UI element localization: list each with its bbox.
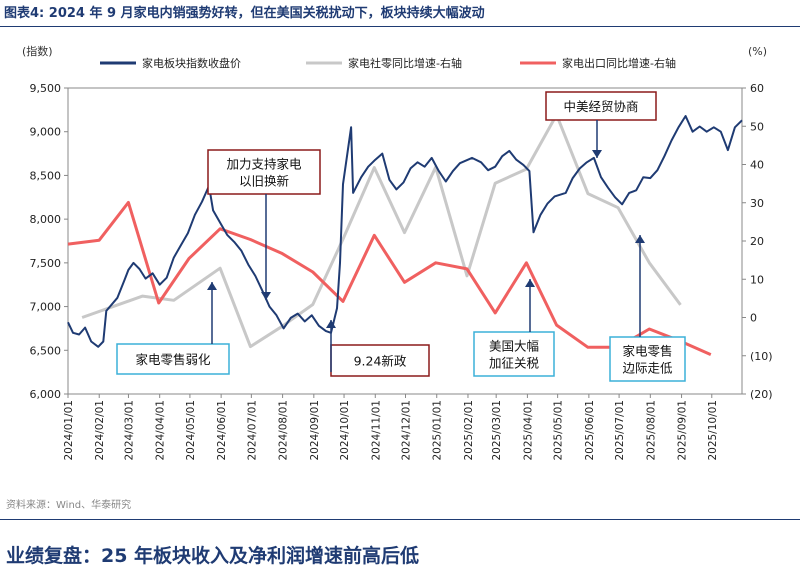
series-line xyxy=(81,113,682,349)
right-axis-tick-label: 50 xyxy=(750,120,764,133)
x-axis-tick-label: 2024/01/01 xyxy=(63,400,75,461)
left-axis-tick-label: 8,000 xyxy=(30,213,62,226)
left-axis-tick-label: 7,500 xyxy=(30,257,62,270)
annotation-retail-weak: 家电零售弱化 xyxy=(116,343,230,375)
right-axis-tick-label: 30 xyxy=(750,197,764,210)
annotation-text: 家电零售弱化 xyxy=(135,352,211,367)
annotation-box xyxy=(545,91,657,121)
x-axis-tick-label: 2025/03/01 xyxy=(491,400,503,461)
annotation-policy-924: 9.24新政 xyxy=(330,344,430,377)
annotation-text: 美国大幅 xyxy=(489,339,539,354)
annotation-box xyxy=(207,149,321,195)
x-axis-tick-label: 2024/06/01 xyxy=(216,400,228,461)
right-axis-tick-label: (20) xyxy=(750,388,773,401)
series-line xyxy=(67,200,712,356)
annotation-text: 9.24新政 xyxy=(354,354,407,369)
chart: (指数) (%) 家电板块指数收盘价 家电社零同比增速-右轴 家电出口同比增速-右轴… xyxy=(22,44,773,461)
arrow-head xyxy=(525,279,535,287)
left-axis-tick-label: 8,500 xyxy=(30,169,62,182)
annotation-box xyxy=(609,336,686,382)
x-axis-tick-label: 2024/11/01 xyxy=(370,400,382,461)
source-note: 资料来源：Wind、华泰研究 xyxy=(6,500,132,511)
right-axis-tick-label: 60 xyxy=(750,82,764,95)
annotation-box xyxy=(116,343,230,375)
x-axis-tick-label: 2024/12/01 xyxy=(401,400,413,461)
x-axis-tick-label: 2025/08/01 xyxy=(645,400,657,461)
left-axis-tick-label: 9,500 xyxy=(30,82,62,95)
x-axis-tick-label: 2025/09/01 xyxy=(677,400,689,461)
title-divider xyxy=(0,26,800,27)
annotation-text: 边际走低 xyxy=(622,361,673,376)
annotation-text: 加力支持家电 xyxy=(226,157,302,172)
legend-label: 家电出口同比增速-右轴 xyxy=(562,56,676,70)
x-axis-tick-label: 2024/08/01 xyxy=(278,400,290,461)
x-axis-tick-label: 2024/04/01 xyxy=(155,400,167,461)
annotation-text: 加征关税 xyxy=(489,356,540,371)
arrow-head xyxy=(592,150,602,158)
axes: 6,000 6,500 7,000 7,500 8,000 8,500 9,000 9,500… xyxy=(30,82,773,461)
x-axis-tick-label: 2025/10/01 xyxy=(707,400,719,461)
right-axis-unit: (%) xyxy=(748,45,767,58)
annotation-text: 中美经贸协商 xyxy=(563,99,638,114)
x-axis-tick-label: 2025/02/01 xyxy=(463,400,475,461)
arrow-head xyxy=(207,282,217,290)
annotation-text: 以旧换新 xyxy=(239,174,289,189)
annotation-box xyxy=(473,331,555,377)
arrow-head xyxy=(261,292,271,300)
x-axis-tick-label: 2024/07/01 xyxy=(246,400,258,461)
right-axis-tick-label: 20 xyxy=(750,235,764,248)
legend: 家电板块指数收盘价 家电社零同比增速-右轴 家电出口同比增速-右轴 xyxy=(100,56,676,70)
left-axis-tick-label: 7,000 xyxy=(30,301,62,314)
x-axis-tick-label: 2025/01/01 xyxy=(432,400,444,461)
arrow-head xyxy=(326,320,336,328)
x-axis-tick-label: 2025/06/01 xyxy=(584,400,596,461)
x-axis-tick-label: 2025/05/01 xyxy=(553,400,565,461)
axis-unit-labels: (指数) (%) xyxy=(22,44,767,58)
left-axis-unit: (指数) xyxy=(22,44,53,58)
series-line xyxy=(67,115,743,348)
right-axis-tick-label: 40 xyxy=(750,159,764,172)
legend-label: 家电社零同比增速-右轴 xyxy=(348,56,462,70)
arrow-head xyxy=(635,235,645,243)
annotation-text: 家电零售 xyxy=(622,344,672,359)
x-axis-tick-label: 2024/03/01 xyxy=(123,400,135,461)
x-axis-tick-label: 2024/09/01 xyxy=(309,400,321,461)
legend-label: 家电板块指数收盘价 xyxy=(142,56,241,70)
right-axis-tick-label: 10 xyxy=(750,273,764,286)
x-axis-tick-label: 2025/04/01 xyxy=(522,400,534,461)
section-heading: 业绩复盘：25 年板块收入及净利润增速前高后低 xyxy=(6,545,420,567)
x-axis-tick-label: 2025/07/01 xyxy=(614,400,626,461)
bottom-divider xyxy=(0,519,800,520)
left-axis-tick-label: 9,000 xyxy=(30,126,62,139)
series-layer xyxy=(67,113,743,356)
x-axis-tick-label: 2024/05/01 xyxy=(185,400,197,461)
annotation-china-us-talks: 中美经贸协商 xyxy=(545,91,657,121)
figure-title: 图表4: 2024 年 9 月家电内销强势好转，但在美国关税扰动下，板块持续大幅… xyxy=(4,6,485,21)
x-axis-tick-label: 2024/02/01 xyxy=(94,400,106,461)
left-axis-tick-label: 6,500 xyxy=(30,344,62,357)
right-axis-tick-label: 0 xyxy=(750,312,757,325)
left-axis-tick-label: 6,000 xyxy=(30,388,62,401)
right-axis-tick-label: (10) xyxy=(750,350,773,363)
x-axis-tick-label: 2024/10/01 xyxy=(339,400,351,461)
